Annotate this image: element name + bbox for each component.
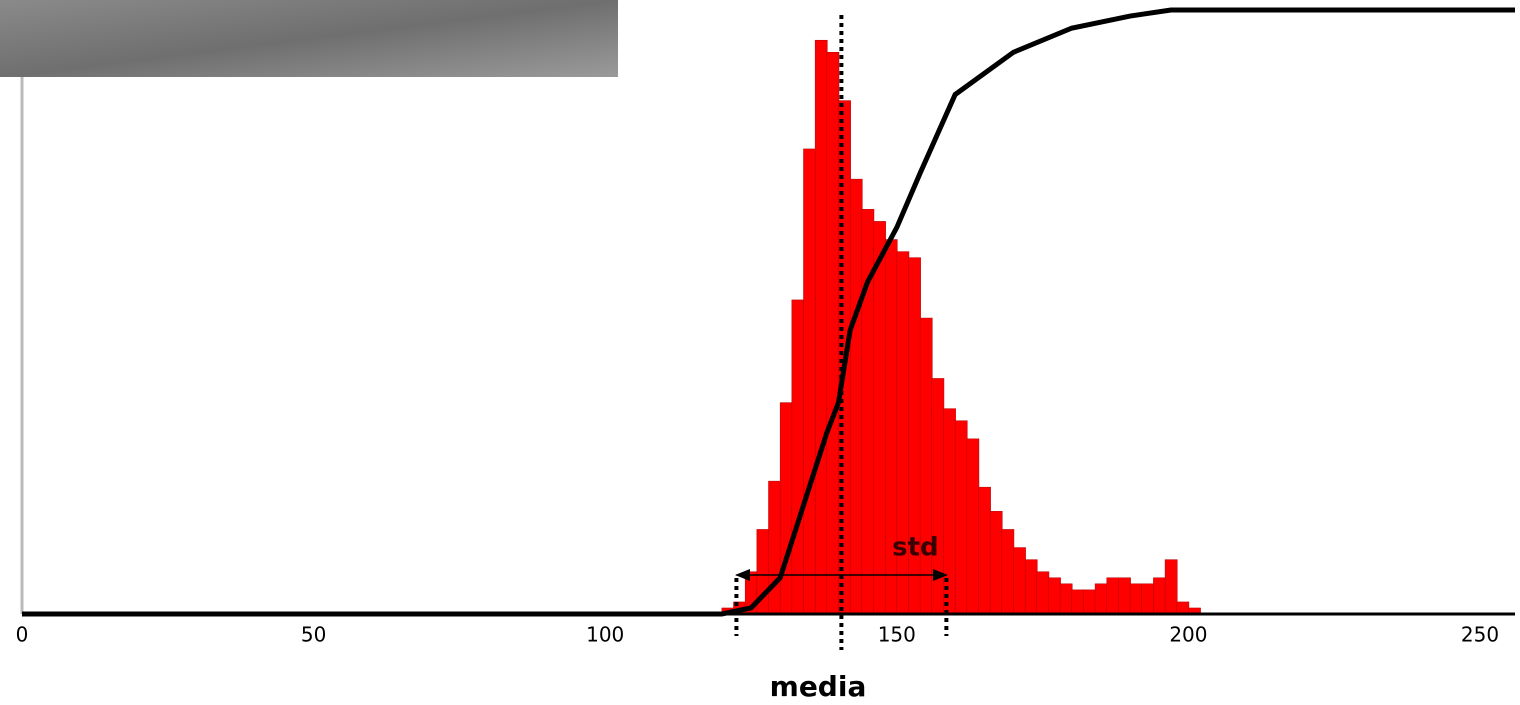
histogram-bar	[1153, 577, 1166, 615]
histogram-bar	[849, 178, 863, 615]
histogram-bar	[1106, 577, 1120, 615]
histogram-bar	[873, 221, 886, 615]
x-tick-label: 100	[586, 623, 624, 647]
histogram-bar	[768, 480, 781, 615]
histogram-bar	[966, 438, 980, 615]
x-tick-label: 250	[1461, 623, 1499, 647]
histogram-bar	[943, 408, 956, 615]
histogram-bar	[919, 317, 933, 615]
histogram-bar	[791, 299, 805, 615]
histogram-bar	[954, 420, 968, 615]
x-tick-label: 50	[301, 623, 326, 647]
histogram-bar	[803, 148, 816, 615]
histogram-bar	[1176, 601, 1190, 615]
histogram-bar	[1001, 529, 1015, 615]
histogram-bar	[826, 52, 840, 615]
histogram-bar	[1048, 577, 1061, 615]
x-tick-label: 150	[878, 623, 916, 647]
histogram-bar	[1094, 583, 1108, 615]
x-axis-label: media	[770, 670, 867, 703]
histogram-bar	[1141, 583, 1155, 615]
histogram-bar	[1013, 547, 1026, 615]
thumbnail-image	[0, 0, 618, 77]
histogram-bar	[978, 486, 991, 615]
histogram-bar	[1036, 571, 1050, 615]
std-annotation: std	[892, 533, 939, 563]
histogram-bar	[1129, 583, 1143, 615]
histogram-bar	[1071, 589, 1085, 615]
histogram-bar	[779, 402, 793, 615]
histogram-bar	[931, 378, 945, 615]
histogram-bar	[989, 511, 1003, 615]
histogram-bar	[814, 39, 828, 615]
histogram-bar	[1059, 583, 1073, 615]
histogram-bar	[1083, 589, 1096, 615]
histogram-bar	[1024, 559, 1038, 615]
cumulative-curve	[22, 7, 1515, 617]
histogram-bar	[1118, 577, 1131, 615]
x-tick-label: 200	[1169, 623, 1207, 647]
histogram-bar	[1164, 559, 1178, 615]
x-tick-label: 0	[16, 623, 29, 647]
